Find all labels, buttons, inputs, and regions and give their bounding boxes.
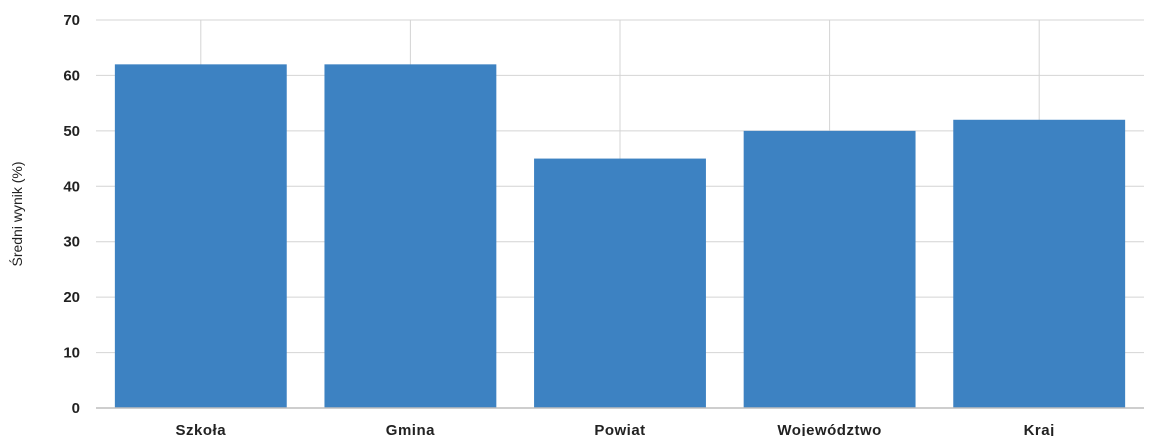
x-tick-label: Szkoła bbox=[176, 422, 227, 436]
y-tick-label: 60 bbox=[63, 67, 80, 84]
y-tick-label: 40 bbox=[63, 178, 80, 195]
y-tick-label: 0 bbox=[72, 400, 80, 417]
y-tick-label: 50 bbox=[63, 123, 80, 140]
y-tick-label: 70 bbox=[63, 12, 80, 29]
bar-powiat bbox=[534, 158, 706, 408]
y-tick-label: 30 bbox=[63, 234, 80, 251]
y-axis-title: Średni wynik (%) bbox=[8, 161, 25, 266]
bar-gmina bbox=[324, 64, 497, 408]
y-tick-label: 20 bbox=[63, 289, 80, 306]
axes: 0 10 20 30 40 50 60 70 Szkoła Gmina Powiat Wojewódz… bbox=[63, 12, 1144, 436]
x-tick-label: Województwo bbox=[777, 422, 881, 436]
x-tick-label: Gmina bbox=[386, 422, 435, 436]
y-tick-label: 10 bbox=[63, 345, 80, 362]
x-tick-label: Kraj bbox=[1024, 422, 1055, 436]
x-tick-label: Powiat bbox=[594, 422, 645, 436]
bar-szkoła bbox=[114, 64, 287, 408]
bar-kraj bbox=[953, 119, 1126, 409]
bar-województwo bbox=[743, 130, 916, 408]
bars bbox=[114, 64, 1126, 409]
